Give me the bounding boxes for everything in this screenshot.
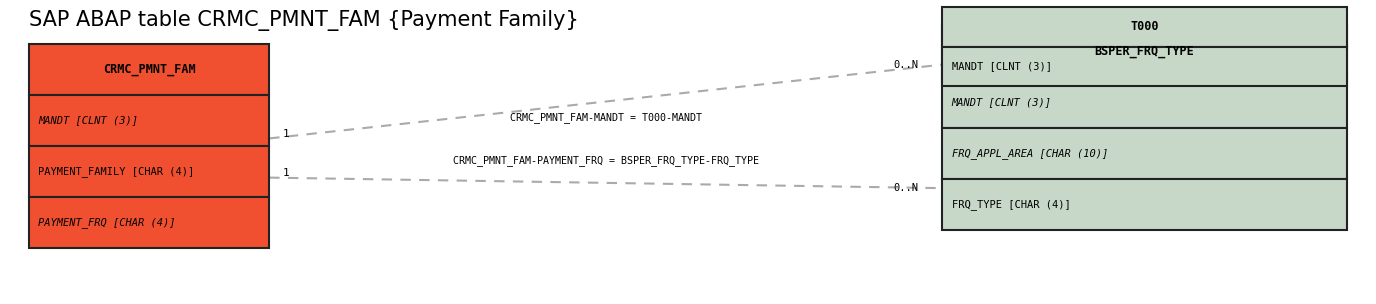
Text: 0..N: 0..N [893, 60, 919, 70]
Bar [29, 146, 270, 197]
Text: PAYMENT_FRQ [CHAR (4)]: PAYMENT_FRQ [CHAR (4)] [39, 217, 176, 228]
Text: T000: T000 [1130, 20, 1159, 33]
Text: FRQ_APPL_AREA [CHAR (10)]: FRQ_APPL_AREA [CHAR (10)] [952, 148, 1108, 159]
Bar [943, 47, 1347, 86]
Text: MANDT [CLNT (3)]: MANDT [CLNT (3)] [952, 97, 1051, 107]
Text: CRMC_PMNT_FAM-PAYMENT_FRQ = BSPER_FRQ_TYPE-FRQ_TYPE: CRMC_PMNT_FAM-PAYMENT_FRQ = BSPER_FRQ_TY… [453, 156, 758, 167]
Text: BSPER_FRQ_TYPE: BSPER_FRQ_TYPE [1095, 45, 1194, 57]
Text: MANDT [CLNT (3)]: MANDT [CLNT (3)] [39, 116, 139, 125]
Bar [943, 77, 1347, 128]
Bar [943, 7, 1347, 47]
Text: 1: 1 [283, 168, 290, 178]
Text: CRMC_PMNT_FAM-MANDT = T000-MANDT: CRMC_PMNT_FAM-MANDT = T000-MANDT [509, 112, 702, 123]
Bar [943, 26, 1347, 77]
Bar [943, 179, 1347, 230]
Text: FRQ_TYPE [CHAR (4)]: FRQ_TYPE [CHAR (4)] [952, 199, 1071, 210]
Text: 1: 1 [283, 129, 290, 139]
Text: CRMC_PMNT_FAM: CRMC_PMNT_FAM [103, 63, 195, 76]
Bar [29, 197, 270, 248]
Text: PAYMENT_FAMILY [CHAR (4)]: PAYMENT_FAMILY [CHAR (4)] [39, 166, 195, 177]
Text: SAP ABAP table CRMC_PMNT_FAM {Payment Family}: SAP ABAP table CRMC_PMNT_FAM {Payment Fa… [29, 10, 578, 31]
Text: MANDT [CLNT (3)]: MANDT [CLNT (3)] [952, 61, 1051, 71]
Bar [29, 95, 270, 146]
Bar [943, 128, 1347, 179]
Bar [29, 43, 270, 95]
Text: 0..N: 0..N [893, 183, 919, 193]
